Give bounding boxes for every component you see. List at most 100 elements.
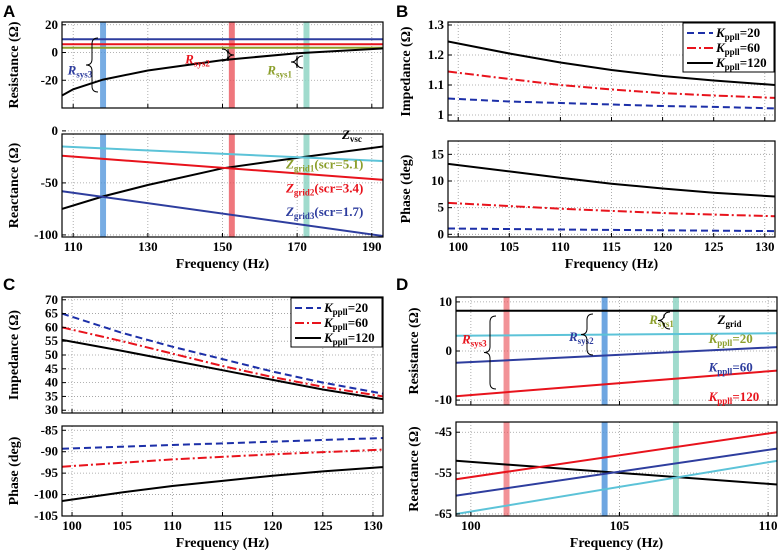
ytick-label-4: -85 — [41, 422, 59, 437]
series-group — [62, 38, 383, 97]
plot-a-top: -20 0 20 Resistance (Ω) Rsys3 Rsys2 Rsys1 — [7, 17, 384, 109]
band-0 — [100, 22, 107, 108]
panel-label-d: D — [396, 275, 408, 294]
band-1 — [228, 134, 235, 237]
ytick-label-1: -55 — [435, 465, 453, 480]
brace-rsys1-d — [657, 311, 671, 330]
ytick-label-2: -95 — [41, 465, 59, 480]
legend-entry-2: Kppll=120 — [715, 55, 767, 72]
xtick-label-0: 100 — [461, 518, 481, 533]
series-line-1 — [62, 448, 383, 468]
series-line-3 — [62, 47, 383, 97]
series-line-1 — [456, 459, 777, 515]
series-line-2 — [448, 40, 775, 86]
series-group — [448, 162, 775, 233]
xtick-label-4: 120 — [653, 239, 673, 254]
y-axis-label: Impedance (Ω) — [399, 26, 414, 116]
ytick-label-2: 20 — [45, 17, 58, 32]
x-axis-label: Frequency (Hz) — [565, 257, 659, 272]
xtick-label-3: 115 — [602, 239, 621, 254]
xtick-label-2: 150 — [213, 239, 233, 254]
series-line-2 — [62, 338, 383, 401]
band-2 — [303, 22, 310, 108]
y-axis-label: Resistance (Ω) — [7, 21, 22, 108]
series-line-1 — [456, 332, 777, 337]
ytick-label-2: 40 — [45, 375, 58, 390]
band-1 — [601, 297, 608, 405]
band-2 — [672, 422, 679, 516]
ytick-label-2: -45 — [435, 424, 453, 439]
band-0 — [100, 134, 107, 237]
plot-frame — [455, 421, 778, 517]
series-line-0 — [62, 312, 383, 395]
series-group — [62, 145, 383, 237]
y-axis-label: Phase (deg) — [7, 436, 22, 505]
series-line-2 — [62, 154, 383, 181]
band-1 — [601, 422, 608, 516]
series-group — [62, 437, 383, 502]
xtick-label-1: 130 — [138, 239, 158, 254]
xtick-label-6: 130 — [363, 518, 383, 533]
annotation-2: Zgrid2(scr=3.4) — [285, 180, 363, 197]
ytick-label-5: 55 — [45, 333, 59, 348]
series-line-2 — [448, 162, 775, 198]
ytick-label-1: 1.1 — [428, 77, 444, 92]
band-1 — [228, 22, 235, 108]
annotation-2: Rsys1 — [648, 312, 674, 329]
ytick-label-1: 35 — [45, 388, 59, 403]
x-axis-label: Frequency (Hz) — [570, 536, 664, 551]
series-line-2 — [456, 447, 777, 497]
annotation-4: Kppll=20 — [708, 331, 753, 348]
series-line-1 — [448, 70, 775, 99]
series-line-3 — [456, 369, 777, 398]
annotation-2: Rsys1 — [266, 63, 292, 80]
xtick-label-1: 105 — [610, 518, 630, 533]
ytick-label-6: 60 — [45, 319, 58, 334]
series-line-1 — [62, 145, 383, 163]
xtick-label-3: 170 — [287, 239, 307, 254]
y-axis-label: Phase (deg) — [399, 154, 414, 223]
ytick-label-0: 0 — [438, 226, 445, 241]
ytick-label-1: -100 — [34, 487, 58, 502]
plot-d-top: -10 0 10 Resistance (Ω) Rsys3 Rsys2 Rsys1 Zgrid… — [407, 294, 778, 407]
annotation-0: Zvsc — [341, 127, 362, 144]
plot-b-top: 1 1.1 1.2 1.3 Impedance (Ω) Kppll=20Kppll=60K… — [399, 17, 776, 122]
series-group — [448, 40, 775, 110]
annotation-0: Rsys3 — [67, 63, 93, 80]
ytick-label-1: 0 — [446, 343, 453, 358]
series-line-1 — [62, 326, 383, 398]
brace-rsys3-d — [483, 315, 497, 390]
y-axis-label: Impedance (Ω) — [7, 310, 22, 400]
band-2 — [672, 297, 679, 405]
annotation-3: Zgrid3(scr=1.7) — [285, 204, 363, 221]
xtick-label-2: 110 — [551, 239, 570, 254]
series-line-2 — [62, 466, 383, 502]
series-line-3 — [456, 431, 777, 481]
xtick-label-2: 110 — [759, 518, 778, 533]
xtick-label-0: 110 — [64, 239, 83, 254]
series-line-0 — [448, 227, 775, 233]
panel-label-a: A — [3, 2, 15, 21]
legend-entry-1: Kppll=60 — [715, 40, 760, 57]
ytick-label-3: -90 — [41, 444, 58, 459]
brace-rsys2-d — [580, 313, 594, 356]
xtick-label-0: 100 — [448, 239, 468, 254]
xtick-label-3: 115 — [213, 518, 232, 533]
annotation-1: Rsys2 — [184, 52, 210, 69]
annotation-3: Zgrid — [717, 312, 742, 329]
ytick-label-0: -20 — [41, 72, 58, 87]
x-axis-label: Frequency (Hz) — [176, 536, 270, 551]
ytick-label-3: 1.3 — [428, 17, 445, 32]
brace-rsys3-a — [85, 37, 99, 93]
y-axis-label: Reactance (Ω) — [7, 142, 22, 228]
band-0 — [503, 422, 510, 516]
plot-c-bottom: -105 -100 -95 -90 -85 100 105 110 115 120 125 130 Fr… — [7, 422, 384, 551]
ytick-label-1: 5 — [438, 200, 445, 215]
plot-a-bottom: -100 -50 0 110 130 150 170 190 Frequency (Hz) Rea… — [7, 123, 384, 272]
series-line-0 — [62, 437, 383, 450]
ytick-label-0: -10 — [435, 392, 452, 407]
xtick-label-4: 190 — [362, 239, 382, 254]
xtick-label-0: 100 — [62, 518, 82, 533]
